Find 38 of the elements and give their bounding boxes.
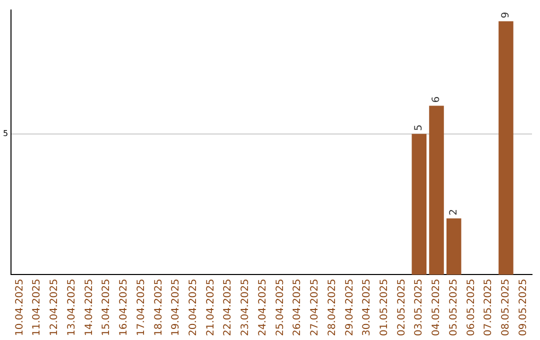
data-label: 9 bbox=[500, 12, 512, 18]
x-tick-label: 06.05.2025 bbox=[466, 278, 477, 336]
x-tick-label: 13.04.2025 bbox=[66, 278, 78, 336]
x-tick-label: 07.05.2025 bbox=[483, 278, 494, 336]
x-tick-label: 02.05.2025 bbox=[396, 278, 408, 336]
x-tick-label: 28.04.2025 bbox=[326, 278, 338, 336]
x-tick-label: 20.04.2025 bbox=[188, 278, 199, 336]
x-tick-label: 30.04.2025 bbox=[362, 278, 373, 336]
x-tick-label: 09.05.2025 bbox=[518, 278, 529, 336]
x-tick-label: 12.04.2025 bbox=[49, 278, 60, 336]
x-tick-label: 26.04.2025 bbox=[292, 278, 304, 336]
x-tick-label: 11.04.2025 bbox=[32, 278, 43, 336]
bar bbox=[429, 106, 444, 275]
data-label: 5 bbox=[414, 124, 425, 131]
x-tick-label: 10.04.2025 bbox=[14, 278, 26, 336]
x-tick-label: 21.04.2025 bbox=[205, 278, 216, 336]
x-tick-label: 29.04.2025 bbox=[344, 278, 356, 336]
x-tick-label: 03.05.2025 bbox=[414, 278, 425, 336]
x-tick-label: 14.04.2025 bbox=[84, 278, 95, 336]
x-tick-label: 19.04.2025 bbox=[170, 278, 182, 336]
x-tick-label: 27.04.2025 bbox=[310, 278, 321, 336]
x-tick-label: 25.04.2025 bbox=[274, 278, 286, 336]
bar bbox=[446, 218, 462, 275]
x-tick-label: 01.05.2025 bbox=[379, 278, 390, 336]
data-label: 2 bbox=[448, 209, 460, 216]
x-tick-label: 23.04.2025 bbox=[240, 278, 252, 336]
data-label: 6 bbox=[431, 96, 442, 103]
bar bbox=[498, 21, 514, 275]
bar bbox=[412, 134, 427, 275]
x-tick-label: 05.05.2025 bbox=[448, 278, 460, 336]
x-tick-label: 04.05.2025 bbox=[431, 278, 442, 336]
x-tick-label: 18.04.2025 bbox=[153, 278, 164, 336]
x-tick-label: 16.04.2025 bbox=[118, 278, 130, 336]
x-tick-label: 22.04.2025 bbox=[222, 278, 234, 336]
x-tick-label: 15.04.2025 bbox=[101, 278, 112, 336]
x-tick-label: 08.05.2025 bbox=[500, 278, 512, 336]
x-tick-label: 24.04.2025 bbox=[257, 278, 268, 336]
x-tick-label: 17.04.2025 bbox=[136, 278, 147, 336]
